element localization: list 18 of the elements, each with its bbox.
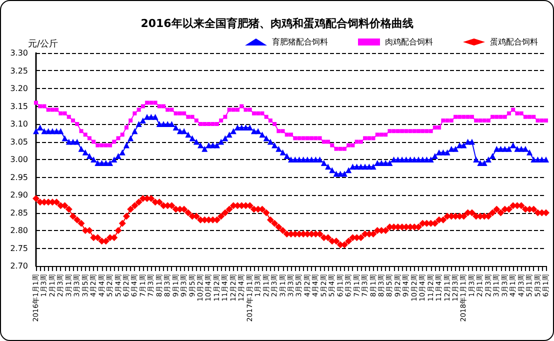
chart-title: 2016年以来全国育肥猪、肉鸡和蛋鸡配合饲料价格曲线 xyxy=(140,17,414,30)
y-tick-label: 2.90 xyxy=(10,190,28,200)
legend-label: 肉鸡配合饲料 xyxy=(385,38,433,46)
y-tick-label: 2.95 xyxy=(10,172,28,182)
y-tick-label: 2.85 xyxy=(10,208,28,218)
y-tick-label: 2.80 xyxy=(10,226,28,235)
y-tick-label: 3.05 xyxy=(10,137,28,146)
y-tick-label: 3.00 xyxy=(10,155,28,164)
y-axis-title: 元/公斤 xyxy=(28,38,58,50)
y-tick-label: 3.10 xyxy=(10,120,28,128)
legend-label: 蛋鸡配合饲料 xyxy=(490,38,538,46)
y-tick-label: 2.75 xyxy=(10,244,28,253)
y-tick-label: 3.30 xyxy=(10,48,28,58)
y-tick-label: 3.20 xyxy=(10,84,28,93)
y-tick-label: 3.25 xyxy=(10,66,28,76)
legend-label: 育肥猪配合饲料 xyxy=(272,38,328,46)
y-tick-label: 3.15 xyxy=(10,102,28,111)
y-tick-label: 2.70 xyxy=(10,262,28,270)
